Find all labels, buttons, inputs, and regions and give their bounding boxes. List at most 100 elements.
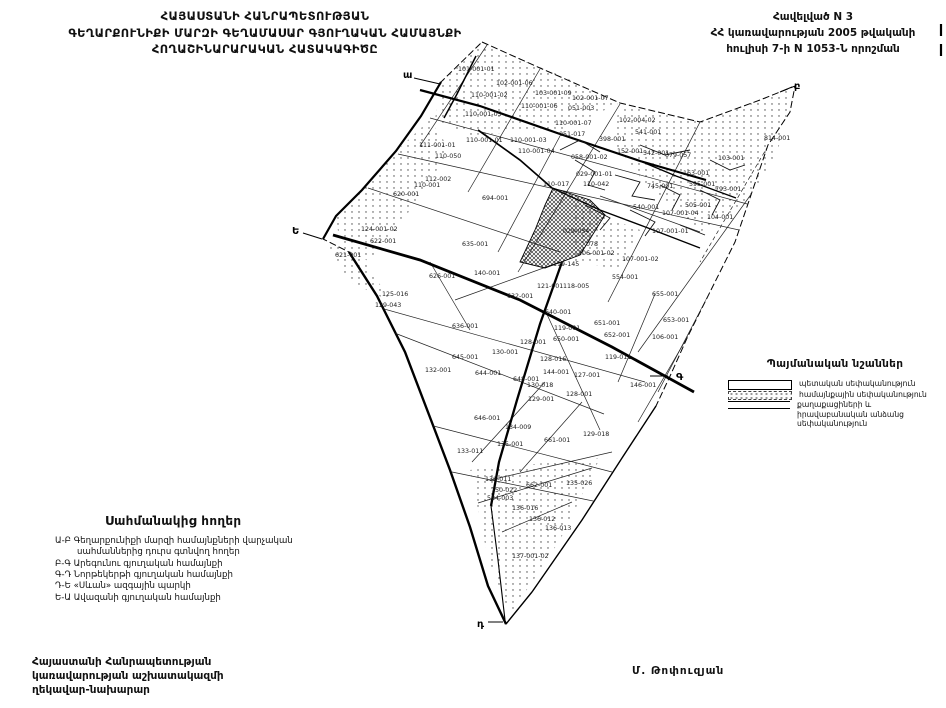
boundary-letter: դ	[477, 619, 485, 630]
parcel-label: 078	[586, 241, 598, 248]
parcel-label: 137-001-02	[512, 553, 549, 560]
parcel-label: 635-001	[462, 241, 488, 248]
parcel-label: 051-003	[568, 105, 594, 112]
parcel-label: 505-001	[685, 202, 711, 209]
parcel-label: 632-001	[507, 293, 533, 300]
parcel-label: 129-001	[528, 396, 554, 403]
parcel-label: 110-001-01	[466, 137, 503, 144]
parcel-label: 136-011	[485, 476, 511, 483]
annex-line-1: Հավելված N 3	[772, 11, 854, 23]
community-boundary	[322, 41, 796, 625]
annex-line-3: հուլիսի 7-ի N 1053-Ն որոշման	[726, 42, 900, 55]
parcel-label: 745-001	[647, 183, 673, 190]
parcel-label: 107-001-02	[622, 256, 659, 263]
parcel-label: 127-001	[574, 372, 600, 379]
document-title: ՀԱՅԱՍՏԱՆԻ ՀԱՆՐԱՊԵՏՈՒԹՅԱՆ ԳԵՂԱՐՔՈՒՆԻՔԻ ՄԱ…	[55, 8, 475, 58]
bordering-lands-title: Սահմանակից հողեր	[105, 514, 242, 528]
parcel-label: 644-001	[475, 370, 501, 377]
boundary-ticks	[302, 77, 793, 623]
parcel-label: 102-001-07	[572, 95, 609, 102]
parcel-label: 135-026	[566, 480, 592, 487]
parcel-label: 079-057	[665, 152, 691, 159]
bordering-lands-block: Սահմանակից հողեր Ա-Բ Գեղարքունիքի մարզի …	[55, 514, 355, 604]
parcel-label: 646-001	[474, 415, 500, 422]
parcel-label: 110-001	[414, 182, 440, 189]
parcel-label: 112-002	[425, 176, 451, 183]
bordering-lands-line: Բ-Գ Արեգունու գյուղական համայնքի	[55, 558, 223, 569]
parcel-label: 119-011	[605, 354, 631, 361]
bordering-lands-line: Ե-Ա Ավազանի գյուղական համայնքի	[55, 592, 221, 603]
parcel-label: 541-001	[635, 129, 661, 136]
parcel-label: 110-001-07	[555, 120, 592, 127]
legend-label: քաղաքացիների և իրավաբանական անձանց սեփակ…	[797, 400, 904, 429]
parcel-label: 051-017	[559, 131, 585, 138]
parcel-label: 694-001	[482, 195, 508, 202]
signature-block: Հայաստանի Հանրապետության կառավարության ա…	[32, 655, 224, 698]
parcel-label: 110-050	[435, 153, 461, 160]
title-line-2: ԳԵՂԱՐՔՈՒՆԻՔԻ ՄԱՐԶԻ ԳԵՂԱՄԱՍԱՐ ԳՅՈՒՂԱԿԱՆ Հ…	[68, 25, 462, 40]
parcel-label: 163-001	[683, 170, 709, 177]
parcel-label: 648-001	[513, 376, 539, 383]
legend-item-community: համայնքային սեփականություն	[728, 390, 942, 400]
parcel-label: 206-001-02	[578, 250, 615, 257]
parcel-label: 750-022	[491, 487, 517, 494]
parcel-label: 102-001-06	[496, 80, 533, 87]
parcel-label: 132-001	[425, 367, 451, 374]
map-legend: Պայմանական նշաններ պետական սեփականությու…	[728, 358, 942, 430]
parcel-label: 622-001	[370, 238, 396, 245]
roads	[332, 55, 737, 621]
parcel-label: 128-001	[566, 391, 592, 398]
parcel-label: 636-001	[452, 323, 478, 330]
boundary-letter: Գ	[676, 372, 684, 383]
parcel-label: 107-001-04	[662, 210, 699, 217]
parcel-label: 103-001-09	[535, 90, 572, 97]
parcel-label: 652-001	[604, 332, 630, 339]
parcel-label: 814-001	[764, 135, 790, 142]
parcel-label: 125-016	[382, 291, 408, 298]
bordering-lands-line: Գ-Դ Նորթեկերթի գյուղական համայնքի	[55, 570, 233, 581]
parcel-label: 650-001	[553, 336, 579, 343]
parcel-label: 136-016	[512, 505, 538, 512]
citizens-property-swatch	[728, 401, 790, 410]
parcel-label: 129-043	[375, 302, 401, 309]
parcel-label: 542-001	[643, 150, 669, 157]
boundary-letters-layer: ա բ Գ Եդ	[292, 70, 800, 630]
parcel-label: 029-001-01	[576, 171, 613, 178]
boundary-letter: բ	[794, 81, 800, 92]
parcel-label: 110-001-04	[518, 148, 555, 155]
parcel-label: 134-009	[505, 424, 531, 431]
parcel-label: 653-001	[663, 317, 689, 324]
signatory-name: Մ. Թոփուզյան	[632, 665, 725, 677]
parcel-labels-layer: 101-001-01102-001-06103-001-09102-001-07…	[335, 66, 790, 560]
parcel-label: 152-001	[617, 148, 643, 155]
parcel-label: 621-001	[335, 252, 361, 259]
signature-line-3: ղեկավար-նախարար	[32, 684, 150, 697]
parcel-label: 110-042	[583, 181, 609, 188]
parcel-label: 130-001	[492, 349, 518, 356]
parcel-label: 110-001-03	[510, 137, 547, 144]
parcel-label: 128-001	[520, 339, 546, 346]
state-property-swatch	[728, 380, 792, 390]
parcel-label: 554-001	[612, 274, 638, 281]
parcel-label: 146-001	[630, 382, 656, 389]
parcel-label: 110-001-06	[521, 103, 558, 110]
legend-item-citizens: քաղաքացիների և իրավաբանական անձանց սեփակ…	[728, 400, 942, 428]
parcel-label: 107-001-01	[652, 228, 689, 235]
title-line-3: ՀՈՂԱՇԻՆԱՐԱՐԱԿԱՆ ՀԱՏԱԿԱԳԻԾԸ	[151, 42, 379, 57]
parcel-label: 620-001	[393, 191, 419, 198]
stipple-zones	[323, 45, 793, 615]
parcel-label: 110-001-02	[471, 92, 508, 99]
parcel-label: 645-001	[452, 354, 478, 361]
bordering-lands-line: սահմաններից դուրս գտնվող հողեր	[77, 547, 240, 558]
parcel-label: 110-017	[543, 181, 569, 188]
parcel-label: 119-001	[554, 325, 580, 332]
parcel-label: 128-016	[540, 356, 566, 363]
annex-reference: Հավելված N 3 ՀՀ կառավարության 2005 թվակա…	[688, 10, 938, 57]
parcel-label: 118-005	[563, 283, 589, 290]
parcel-label: 101-001-01	[458, 66, 495, 73]
legend-title: Պայմանական նշաններ	[766, 358, 904, 370]
settlement-area	[519, 139, 746, 269]
parcel-label: 133-011	[457, 448, 483, 455]
parcel-label: 651-001	[594, 320, 620, 327]
